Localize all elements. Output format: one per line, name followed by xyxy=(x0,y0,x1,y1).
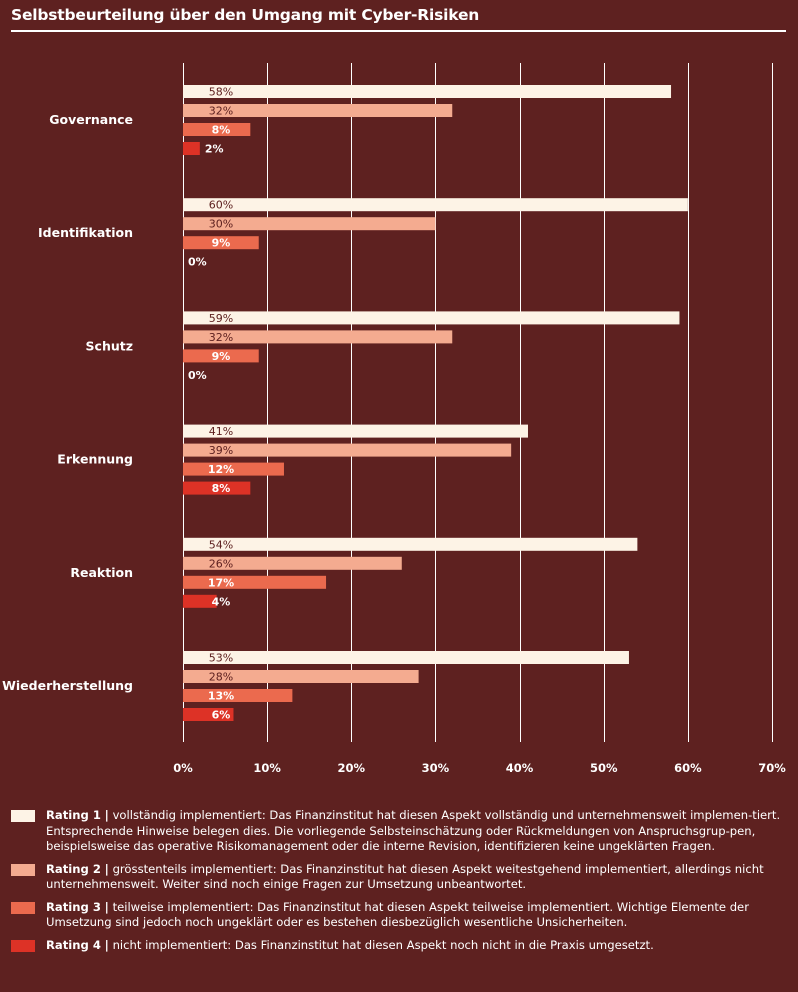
data-label: 28% xyxy=(209,671,233,684)
x-tick-label: 20% xyxy=(338,761,366,775)
category-labels: Governance Identifikation Schutz Erkennung R… xyxy=(2,112,133,693)
bar xyxy=(183,198,688,212)
bar xyxy=(183,311,680,325)
bar xyxy=(183,537,638,551)
legend-label: Rating 3 xyxy=(46,899,101,914)
legend-label: Rating 4 xyxy=(46,937,101,952)
data-label: 4% xyxy=(212,595,231,608)
bar xyxy=(183,424,528,438)
data-label: 0% xyxy=(188,369,207,382)
bar xyxy=(183,85,672,98)
data-label: 30% xyxy=(209,218,233,231)
category-label: Erkennung xyxy=(57,452,133,467)
category-label: Schutz xyxy=(86,338,133,353)
data-label: 26% xyxy=(209,557,233,570)
category-label: Governance xyxy=(49,112,133,127)
page-title: Selbstbeurteilung über den Umgang mit Cy… xyxy=(11,6,480,24)
gridlines xyxy=(183,63,773,742)
legend-item-rating-3: Rating 3 | teilweise implementiert: Das … xyxy=(11,900,786,931)
legend-separator: | xyxy=(104,899,109,914)
data-label: 53% xyxy=(209,652,233,665)
data-label: 32% xyxy=(209,331,233,344)
legend-item-rating-4: Rating 4 | nicht implementiert: Das Fina… xyxy=(11,938,786,954)
legend: Rating 1 | vollständig implementiert: Da… xyxy=(11,808,786,960)
legend-separator: | xyxy=(104,937,109,952)
data-label: 39% xyxy=(209,444,233,457)
legend-swatch-rating-1 xyxy=(11,810,35,822)
bars: 58% 32% 8% 2% 60% 30% 9% 0% 59% 32% 9% 0% 41% 39% 12% 8… xyxy=(183,85,688,722)
bar xyxy=(183,670,419,683)
bar xyxy=(183,236,259,250)
x-tick-label: 10% xyxy=(253,761,281,775)
legend-separator: | xyxy=(104,808,109,822)
data-label: 8% xyxy=(212,482,231,495)
data-label: 13% xyxy=(208,690,234,703)
category-label: Identifikation xyxy=(38,225,133,240)
category-label: Reaktion xyxy=(70,565,133,580)
data-label: 41% xyxy=(209,425,233,438)
legend-label: Rating 2 xyxy=(46,861,101,876)
bar xyxy=(183,349,259,363)
data-label: 58% xyxy=(209,86,233,99)
data-label: 0% xyxy=(188,256,207,269)
bar xyxy=(183,708,234,721)
data-label: 54% xyxy=(209,538,233,551)
data-label: 9% xyxy=(212,237,231,250)
legend-swatch-rating-4 xyxy=(11,939,35,952)
bar xyxy=(183,481,251,495)
title-divider xyxy=(11,30,786,32)
x-tick-label: 70% xyxy=(758,761,786,775)
legend-item-rating-2: Rating 2 | grösstenteils implementiert: … xyxy=(11,862,786,893)
data-label: 8% xyxy=(212,124,231,137)
data-label: 32% xyxy=(209,105,233,118)
legend-label: Rating 1 xyxy=(46,808,101,822)
bar xyxy=(183,594,217,608)
data-label: 2% xyxy=(205,143,224,156)
x-axis-tick-labels: 0% 10% 20% 30% 40% 50% 60% 70% xyxy=(173,761,786,775)
bar xyxy=(183,443,512,457)
x-tick-label: 0% xyxy=(173,761,193,775)
bar xyxy=(183,556,402,570)
bar xyxy=(183,217,436,231)
bar xyxy=(183,142,200,155)
legend-text: teilweise implementiert: Das Finanzinsti… xyxy=(46,899,749,930)
bar xyxy=(183,651,629,664)
x-tick-label: 30% xyxy=(422,761,450,775)
bar xyxy=(183,104,453,117)
legend-text: grösstenteils implementiert: Das Finanzi… xyxy=(46,861,764,892)
bar-chart: 58% 32% 8% 2% 60% 30% 9% 0% 59% 32% 9% 0% 41% 39% 12% 8… xyxy=(2,63,786,775)
bar xyxy=(183,462,284,476)
x-tick-label: 60% xyxy=(674,761,702,775)
legend-text: nicht implementiert: Das Finanzinstitut … xyxy=(112,937,654,952)
data-label: 6% xyxy=(212,709,231,722)
bar xyxy=(183,689,293,702)
legend-item-rating-1: Rating 1 | vollständig implementiert: Da… xyxy=(11,808,786,855)
legend-swatch-rating-2 xyxy=(11,863,35,876)
legend-separator: | xyxy=(104,861,109,876)
category-label: Wiederherstellung xyxy=(2,678,133,693)
data-label: 59% xyxy=(209,312,233,325)
legend-swatch-rating-3 xyxy=(11,901,35,914)
x-tick-label: 50% xyxy=(590,761,618,775)
data-label: 12% xyxy=(208,463,234,476)
bar xyxy=(183,123,251,136)
data-label: 60% xyxy=(209,199,233,212)
x-tick-label: 40% xyxy=(506,761,534,775)
bar xyxy=(183,330,453,344)
data-label: 17% xyxy=(208,576,234,589)
legend-text: vollständig implementiert: Das Finanzins… xyxy=(46,808,781,853)
data-label: 9% xyxy=(212,350,231,363)
bar xyxy=(183,575,327,589)
